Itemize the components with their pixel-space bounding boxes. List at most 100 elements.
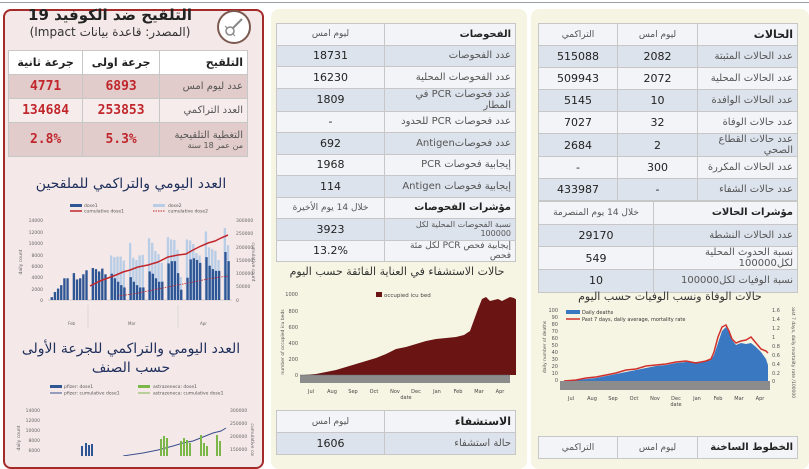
dose1-by-vaccine-type-chart: pfizer: dose1 astrazeneca: dose1 pfizer:… — [16, 384, 255, 456]
svg-text:70: 70 — [552, 329, 558, 335]
svg-text:Jul: Jul — [307, 389, 314, 395]
row-label: عدد الفحوصات — [384, 44, 516, 67]
svg-text:300000: 300000 — [230, 408, 247, 414]
row-value: 549 — [538, 246, 654, 270]
yesterday-value: 2072 — [617, 67, 698, 90]
svg-text:Daily deaths: Daily deaths — [582, 310, 614, 316]
svg-text:200: 200 — [288, 357, 298, 363]
cumulative-value: - — [538, 156, 618, 179]
svg-text:cumulative dose1: cumulative dose1 — [84, 209, 124, 215]
svg-text:300000: 300000 — [236, 218, 253, 224]
svg-text:6000: 6000 — [29, 448, 41, 454]
icu-occupancy-chart: 1000 800 600 400 200 0 number of occupied ic… — [280, 292, 516, 401]
table-row: إيجابية فحوصات PCR 1968 — [276, 153, 516, 176]
cumulative-value: 509943 — [538, 67, 618, 90]
row-label: عدد الحالات المثبتة — [697, 45, 798, 68]
table-row: عدد حالات الشفاء -433987 — [538, 178, 798, 201]
header-dose2: جرعة ثانية — [7, 50, 84, 75]
svg-text:pfizer: dose1: pfizer: dose1 — [64, 384, 93, 390]
svg-text:Apr: Apr — [496, 389, 506, 395]
table-row: عدد الحالات المحلية 2072 509943 — [538, 67, 798, 90]
svg-text:number of occupied icu beds: number of occupied icu beds — [280, 309, 286, 375]
cumulative-value: 433987 — [538, 178, 618, 201]
table-row: عدد فحوصاتAntigen 692 — [276, 132, 516, 155]
svg-text:cumulative count: cumulative count — [249, 423, 255, 456]
svg-text:astrazeneca: cumulative dose1: astrazeneca: cumulative dose1 — [153, 391, 224, 397]
svg-text:150000: 150000 — [236, 258, 253, 264]
table-row: عدد ليوم امس 6893 4771 — [7, 74, 248, 99]
row-label: عدد الحالات المكررة — [697, 156, 798, 179]
svg-text:2000: 2000 — [32, 287, 44, 293]
vaccinated-daily-cumulative-chart: dose1 dose2 cumulative dose1 cumulative … — [18, 203, 256, 328]
svg-text:Apr: Apr — [200, 321, 207, 326]
header-yesterday: ليوم امس — [276, 23, 385, 46]
row-label: نسبة الوفيات لكل100000 — [653, 269, 798, 293]
coverage-sublabel: من عمر 18 سنة — [187, 140, 243, 150]
svg-text:Mar: Mar — [734, 396, 744, 402]
svg-text:12000: 12000 — [29, 230, 43, 236]
header-hotlines: الخطوط الساخنة — [697, 436, 798, 459]
indicators-header: مؤشرات الحالات — [653, 201, 798, 225]
row-value: 1809 — [276, 87, 385, 112]
row-label: حالة استشفاء — [384, 432, 516, 455]
row-label: العدد التراكمي — [159, 98, 248, 123]
cases-table: الحالات ليوم امس التراكمي عدد الحالات ال… — [538, 23, 798, 201]
svg-text:pfizer: cumulative dose1: pfizer: cumulative dose1 — [64, 391, 120, 397]
header-dose1: جرعة اولى — [82, 50, 161, 75]
row-label: نسبة الحدوث المحلية لكل100000 — [653, 246, 798, 270]
indicators-header-row: مؤشرات الفحوصات خلال 14 يوم الأخيرة — [276, 196, 516, 219]
svg-text:800: 800 — [288, 309, 298, 315]
svg-text:Nov: Nov — [390, 389, 400, 395]
row-label: عدد الحالات الوافدة — [697, 89, 798, 112]
row-value: 16230 — [276, 66, 385, 89]
table-row: نسبة الفحوصات المحلية لكل 100000 3923 — [276, 218, 516, 241]
row-value: 1606 — [276, 432, 385, 455]
svg-text:0: 0 — [555, 378, 558, 384]
table-header-row: الاستشفاء ليوم امس — [276, 410, 516, 433]
svg-text:daily count: daily count — [18, 249, 24, 274]
vaccinated-chart-title: العدد اليومي والتراكمي للملقحين — [35, 176, 227, 192]
icu-chart-title: حالات الاستشفاء في العناية الفائقة حسب ا… — [289, 265, 505, 278]
header-hospitalization: الاستشفاء — [384, 410, 516, 433]
svg-text:400: 400 — [288, 341, 298, 347]
svg-text:4000: 4000 — [32, 275, 44, 281]
svg-text:50000: 50000 — [236, 284, 250, 290]
vaccination-source: (المصدر: قاعدة بيانات Impact) — [29, 25, 191, 39]
table-row: العدد التراكمي 253853 134684 — [7, 98, 248, 123]
svg-text:50: 50 — [552, 343, 558, 349]
svg-text:0.6: 0.6 — [772, 353, 780, 359]
svg-text:10000: 10000 — [29, 241, 43, 247]
cumulative-value: 7027 — [538, 111, 618, 134]
svg-text:daily number of deaths: daily number of deaths — [542, 320, 548, 373]
chart-title-line1: العدد اليومي والتراكمي للجرعة الأولى — [21, 341, 241, 357]
svg-text:Dec: Dec — [671, 396, 681, 402]
indicators-header-row: مؤشرات الحالات خلال 14 يوم المنصرمة — [538, 201, 798, 225]
svg-text:Dec: Dec — [411, 389, 421, 395]
header-cumulative: التراكمي — [538, 436, 618, 459]
table-header-row: الحالات ليوم امس التراكمي — [538, 23, 798, 46]
row-label: عدد ليوم امس — [159, 74, 248, 99]
svg-text:past 7 days, daily mortality r: past 7 days, daily mortality rate /10000… — [790, 307, 796, 398]
yesterday-value: 300 — [617, 156, 698, 179]
svg-text:Sep: Sep — [348, 389, 357, 395]
svg-text:250000: 250000 — [230, 421, 247, 427]
cases-indicators-table: مؤشرات الحالات خلال 14 يوم المنصرمة عدد … — [538, 201, 798, 293]
virus-syringe-icon — [217, 10, 251, 44]
svg-text:Jan: Jan — [432, 389, 441, 395]
table-header-row: الفحوصات ليوم امس — [276, 23, 516, 46]
table-row: عدد الفحوصات المحلية 16230 — [276, 66, 516, 89]
indicators-period: خلال 14 يوم المنصرمة — [538, 201, 654, 225]
svg-text:Nov: Nov — [650, 396, 660, 402]
yesterday-value: 10 — [617, 89, 698, 112]
svg-text:daily count: daily count — [16, 425, 22, 450]
row-label: إيجابية فحوصات PCR — [384, 153, 516, 176]
svg-text:6000: 6000 — [32, 264, 44, 270]
svg-text:astrazeneca: dose1: astrazeneca: dose1 — [153, 384, 197, 390]
table-row: نسبة الوفيات لكل100000 10 — [538, 269, 798, 293]
dose1-by-type-chart-title: العدد اليومي والتراكمي للجرعة الأولى حسب… — [6, 340, 256, 378]
svg-text:80: 80 — [552, 322, 558, 328]
dose2-value: 4771 — [7, 74, 84, 99]
svg-text:30: 30 — [552, 357, 558, 363]
row-label: إيجابية فحص PCR لكل مئة فحص — [384, 239, 516, 262]
